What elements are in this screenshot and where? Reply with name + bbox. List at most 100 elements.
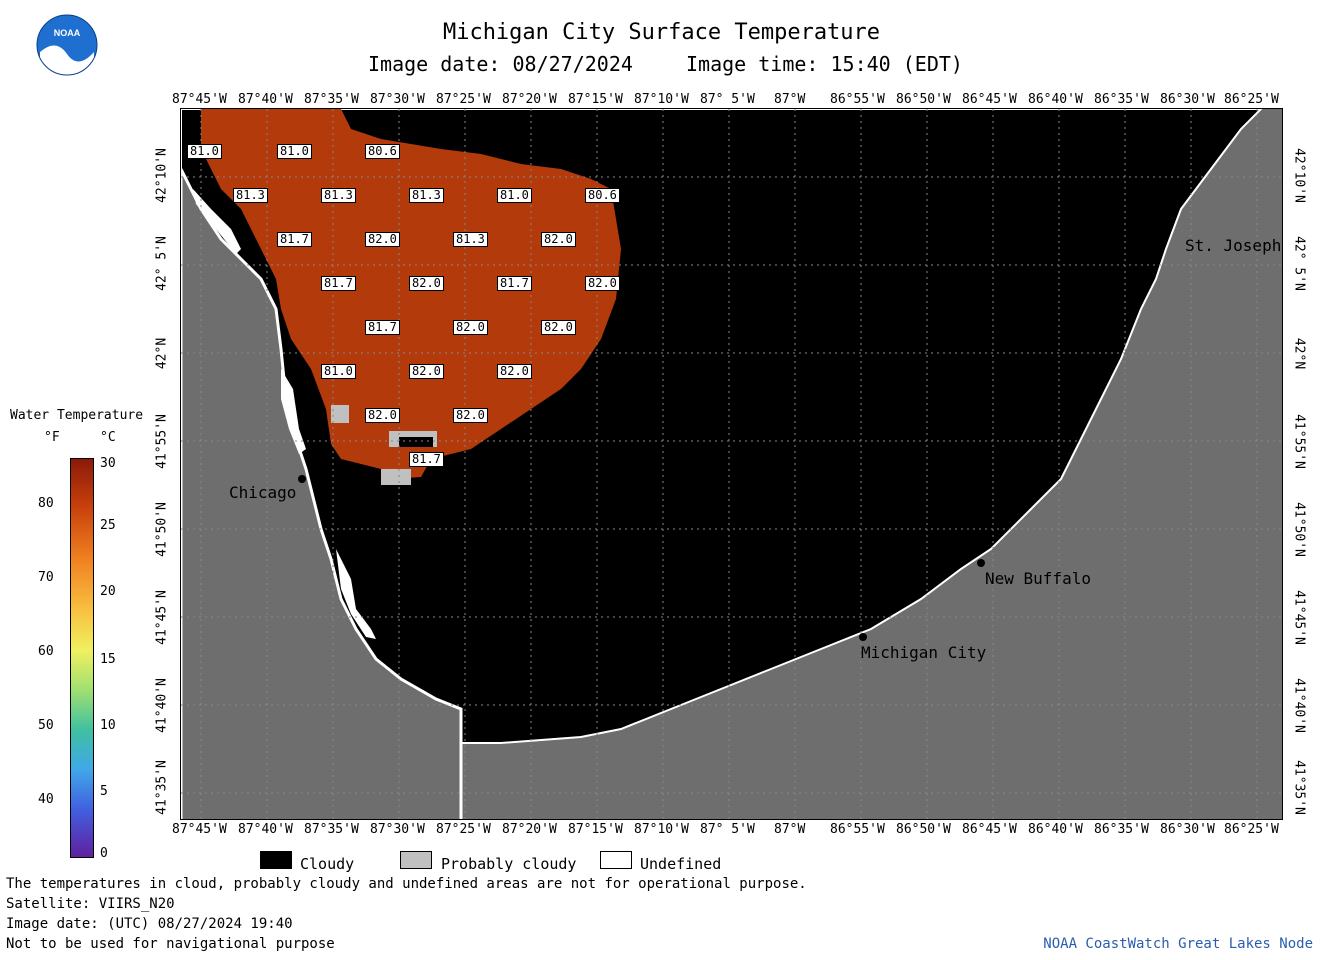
lon-tick: 86°25'W <box>1224 92 1279 107</box>
temperature-label: 81.3 <box>409 188 444 203</box>
temperature-label: 82.0 <box>497 364 532 379</box>
c-tick: 25 <box>100 518 116 533</box>
temperature-label: 81.7 <box>277 232 312 247</box>
color-scale-unit-f: °F <box>44 430 60 445</box>
temperature-label: 81.7 <box>497 276 532 291</box>
lon-axis-top: 87°45'W 87°40'W 87°35'W 87°30'W 87°25'W … <box>0 92 1323 108</box>
lon-tick: 86°40'W <box>1028 92 1083 107</box>
lon-tick: 86°30'W <box>1160 822 1215 837</box>
lat-tick: 42°10'N <box>1291 148 1307 203</box>
lon-tick: 87°W <box>774 92 806 107</box>
temperature-label: 81.7 <box>409 452 444 467</box>
lat-tick: 41°45'N <box>1291 590 1307 645</box>
lon-tick: 86°25'W <box>1224 822 1279 837</box>
temperature-label: 82.0 <box>409 276 444 291</box>
temperature-label: 81.0 <box>321 364 356 379</box>
lon-axis-bottom: 87°45'W 87°40'W 87°35'W 87°30'W 87°25'W … <box>0 822 1323 838</box>
lat-tick: 41°35'N <box>1291 760 1307 815</box>
city-label-chicago: Chicago <box>229 483 297 502</box>
lon-tick: 87°30'W <box>370 92 425 107</box>
page-title: Michigan City Surface Temperature <box>442 20 881 45</box>
lon-tick: 86°45'W <box>962 92 1017 107</box>
temperature-label: 81.3 <box>321 188 356 203</box>
lon-tick: 87°15'W <box>568 822 623 837</box>
lon-tick: 86°50'W <box>896 92 951 107</box>
temperature-label: 81.0 <box>277 144 312 159</box>
cloud-patch <box>399 437 433 447</box>
undefined-strip <box>193 189 241 254</box>
footer-credit: NOAA CoastWatch Great Lakes Node <box>1043 936 1313 952</box>
legend-undefined-label: Undefined <box>640 855 722 873</box>
temperature-label: 82.0 <box>453 320 488 335</box>
legend-undefined-swatch <box>600 851 632 869</box>
lon-tick: 87°25'W <box>436 92 491 107</box>
city-label-st-joseph: St. Joseph <box>1185 236 1282 255</box>
lon-tick: 87°40'W <box>238 822 293 837</box>
color-scale-unit-c: °C <box>100 430 116 445</box>
lon-tick: 87°20'W <box>502 822 557 837</box>
lat-tick: 42° 5'N <box>154 236 170 291</box>
city-label-new-buffalo: New Buffalo <box>985 569 1091 588</box>
undefined-strip <box>336 549 376 639</box>
temperature-label: 81.3 <box>233 188 268 203</box>
image-time: Image time: 15:40 (EDT) <box>686 52 963 76</box>
f-tick: 50 <box>38 718 54 733</box>
legend-probably-cloudy-swatch <box>400 851 432 869</box>
lon-tick: 86°30'W <box>1160 92 1215 107</box>
lat-tick: 42° 5'N <box>1291 236 1307 291</box>
lat-axis-left: 42°10'N 42° 5'N 42°N 41°55'N 41°50'N 41°… <box>140 108 180 820</box>
temperature-label: 82.0 <box>365 232 400 247</box>
noaa-logo-text: NOAA <box>54 28 81 38</box>
temperature-label: 82.0 <box>541 320 576 335</box>
lat-tick: 42°10'N <box>154 148 170 203</box>
c-tick: 0 <box>100 846 108 861</box>
new-buffalo-marker <box>977 559 985 567</box>
lon-tick: 86°55'W <box>830 92 885 107</box>
lon-tick: 87°40'W <box>238 92 293 107</box>
city-label-michigan-city: Michigan City <box>861 643 987 662</box>
graticule <box>181 109 1282 819</box>
noaa-logo: NOAA <box>36 14 98 76</box>
temperature-label: 82.0 <box>453 408 488 423</box>
c-tick: 30 <box>100 456 116 471</box>
lon-tick: 87°45'W <box>172 92 227 107</box>
lon-tick: 86°35'W <box>1094 92 1149 107</box>
lon-tick: 86°45'W <box>962 822 1017 837</box>
color-scale-bar <box>70 458 94 858</box>
probably-cloudy-patch <box>331 405 349 423</box>
michigan-city-marker <box>859 633 867 641</box>
lon-tick: 87°10'W <box>634 822 689 837</box>
image-date: Image date: 08/27/2024 <box>368 52 633 76</box>
c-tick: 5 <box>100 784 108 799</box>
lon-tick: 87°35'W <box>304 822 359 837</box>
lat-tick: 41°55'N <box>1291 414 1307 469</box>
temperature-label: 82.0 <box>365 408 400 423</box>
legend-cloudy-label: Cloudy <box>300 855 355 873</box>
footer-nav-warning: Not to be used for navigational purpose <box>6 936 335 952</box>
lon-tick: 87°35'W <box>304 92 359 107</box>
temperature-label: 81.3 <box>453 232 488 247</box>
lat-tick: 41°55'N <box>154 414 170 469</box>
lon-tick: 87°10'W <box>634 92 689 107</box>
lon-tick: 87°W <box>774 822 806 837</box>
lon-tick: 86°40'W <box>1028 822 1083 837</box>
lon-tick: 87°20'W <box>502 92 557 107</box>
f-tick: 70 <box>38 570 54 585</box>
temperature-label: 81.7 <box>365 320 400 335</box>
temperature-label: 82.0 <box>585 276 620 291</box>
lat-tick: 41°40'N <box>1291 678 1307 733</box>
map-canvas: 81.0 81.0 80.6 81.3 81.3 81.3 81.0 80.6 … <box>180 108 1283 820</box>
probably-cloudy-patch <box>381 469 411 485</box>
lat-tick: 41°40'N <box>154 678 170 733</box>
lat-tick: 41°35'N <box>154 760 170 815</box>
map-svg <box>181 109 1282 819</box>
temperature-label: 82.0 <box>409 364 444 379</box>
lon-tick: 87°45'W <box>172 822 227 837</box>
color-scale-title: Water Temperature <box>10 408 144 423</box>
lon-tick: 87° 5'W <box>700 822 755 837</box>
legend-probably-cloudy-label: Probably cloudy <box>441 855 577 873</box>
lon-tick: 86°50'W <box>896 822 951 837</box>
lat-tick: 42°N <box>1291 337 1307 370</box>
lon-tick: 86°55'W <box>830 822 885 837</box>
temperature-label: 82.0 <box>541 232 576 247</box>
